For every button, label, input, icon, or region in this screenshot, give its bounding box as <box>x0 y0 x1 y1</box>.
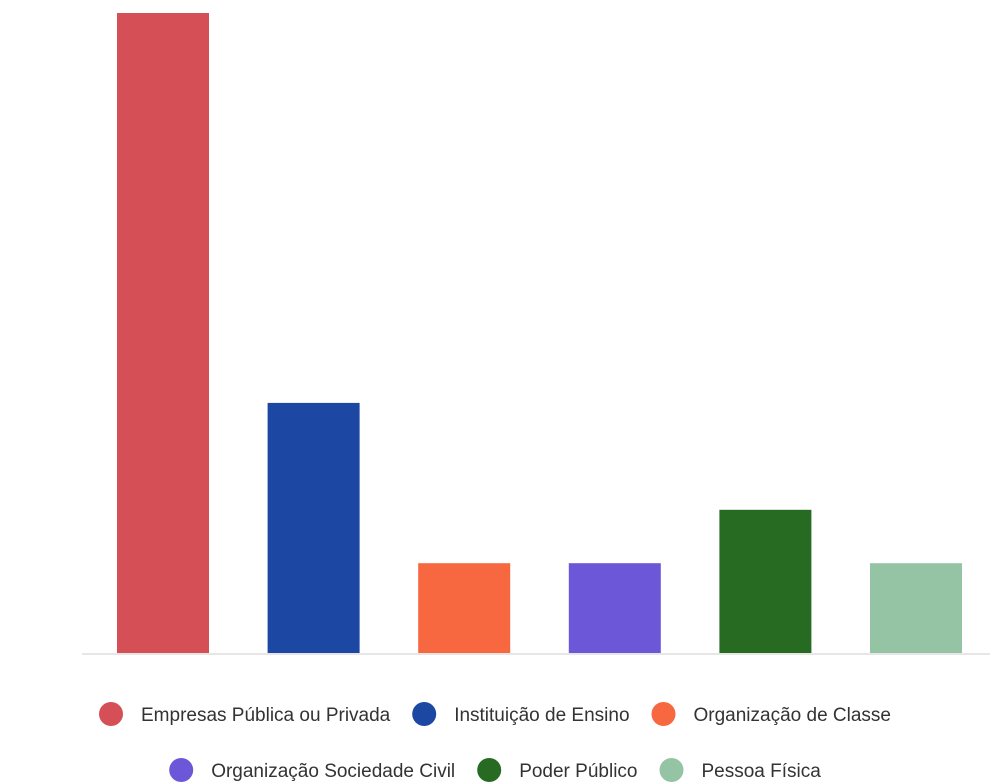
legend-label-4: Organização Sociedade Civil <box>211 761 455 782</box>
legend-item-1[interactable]: Empresas Pública ou Privada <box>99 702 391 726</box>
legend-item-4[interactable]: Organização Sociedade Civil <box>169 758 455 782</box>
bar-1 <box>117 13 209 654</box>
legend-item-5[interactable]: Poder Público <box>477 758 637 782</box>
legend-item-2[interactable]: Instituição de Ensino <box>412 702 629 726</box>
legend-item-6[interactable]: Pessoa Física <box>660 758 822 782</box>
bar-3 <box>418 563 510 654</box>
bar-2 <box>268 403 360 654</box>
legend-swatch-2 <box>412 702 436 726</box>
legend-swatch-1 <box>99 702 123 726</box>
legend: Empresas Pública ou Privada Instituição d… <box>99 702 891 782</box>
legend-item-3[interactable]: Organização de Classe <box>652 702 892 726</box>
legend-label-6: Pessoa Física <box>702 761 822 782</box>
bars-layer <box>117 13 962 654</box>
legend-swatch-6 <box>660 758 684 782</box>
legend-swatch-5 <box>477 758 501 782</box>
legend-label-1: Empresas Pública ou Privada <box>141 705 391 726</box>
legend-label-3: Organização de Classe <box>694 705 892 726</box>
bar-6 <box>870 563 962 654</box>
legend-label-5: Poder Público <box>519 761 637 782</box>
legend-swatch-3 <box>652 702 676 726</box>
bar-5 <box>719 510 811 654</box>
bar-4 <box>569 563 661 654</box>
legend-swatch-4 <box>169 758 193 782</box>
legend-label-2: Instituição de Ensino <box>454 705 629 726</box>
